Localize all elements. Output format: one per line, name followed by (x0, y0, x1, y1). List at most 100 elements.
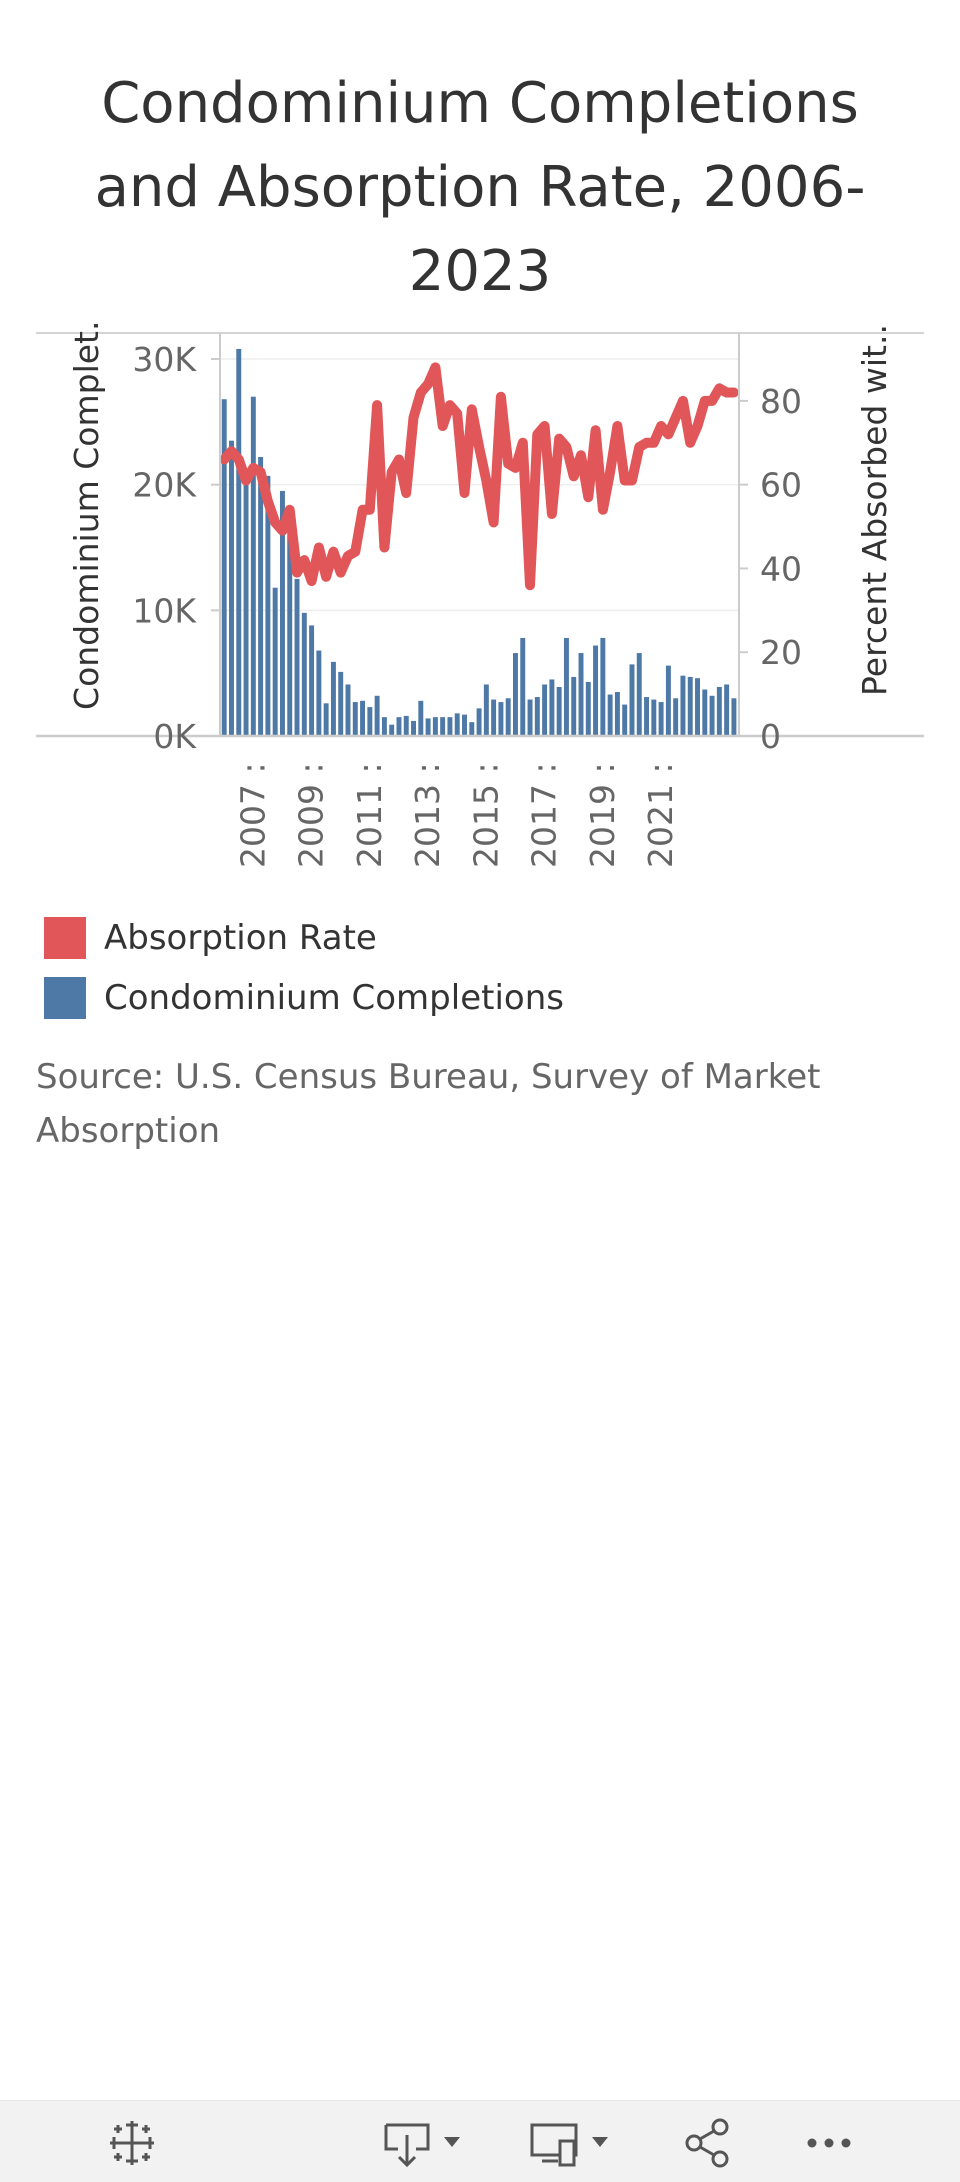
completion-bar (462, 714, 467, 736)
source-note: Source: U.S. Census Bureau, Survey of Ma… (36, 1057, 821, 1151)
completion-bar (345, 684, 351, 736)
chart-svg: 0K 10K 20K 30K 0 20 40 60 80 2007 : 2009 : 2011 :… (36, 320, 924, 868)
left-tick-label: 30K (132, 340, 197, 379)
completion-bar (323, 703, 329, 736)
completion-bar (381, 717, 387, 736)
completion-bar (374, 695, 380, 736)
download-icon[interactable] (380, 2115, 470, 2171)
completion-bar (279, 490, 285, 736)
completion-bar (272, 587, 278, 736)
completion-bar (403, 715, 409, 736)
right-axis-label: Percent Absorbed wit.. (855, 324, 894, 696)
chart-frame (36, 332, 924, 738)
right-tick-label: 60 (760, 466, 802, 505)
completion-bar (571, 676, 577, 736)
completion-bar (563, 637, 569, 736)
x-tick-label: 2019 : (583, 762, 622, 868)
left-tick-label: 20K (132, 466, 197, 505)
completion-bar (229, 440, 234, 736)
completion-bar (665, 665, 671, 736)
completion-bar (724, 684, 730, 736)
completion-bar (258, 457, 264, 736)
completion-bar (265, 475, 271, 736)
completion-bar (301, 612, 307, 736)
x-tick-label: 2015 : (466, 762, 505, 868)
device-layout-icon[interactable] (528, 2115, 618, 2171)
chart-title: Condominium Completions and Absorption R… (94, 71, 866, 304)
legend-label: Condominium Completions (104, 978, 564, 1018)
completion-bar (644, 697, 650, 736)
completion-bar (352, 702, 358, 736)
left-axis-label: Condominium Complet.. (67, 320, 106, 710)
completion-bar (491, 699, 497, 736)
completion-bar (411, 720, 417, 736)
right-tick-label: 0 (760, 717, 781, 756)
completion-bar (702, 689, 708, 736)
completion-bar (389, 724, 395, 736)
left-axis-ticks: 0K 10K 20K 30K (132, 340, 220, 756)
completion-bar (338, 671, 344, 736)
completion-bar (549, 679, 555, 736)
completion-bar (680, 675, 686, 736)
completion-bar (476, 708, 482, 736)
completion-bar (221, 399, 227, 736)
completion-bar (542, 684, 548, 736)
bar-series (221, 348, 737, 736)
tableau-logo-icon[interactable] (104, 2115, 160, 2171)
bottom-toolbar (0, 2100, 960, 2182)
completion-bar (585, 681, 591, 736)
completion-bar (534, 697, 540, 736)
completion-bar (600, 637, 606, 736)
completion-bar (309, 625, 315, 736)
completion-bar (709, 695, 715, 736)
completion-bar (294, 578, 300, 736)
completion-bar (687, 676, 693, 736)
completion-bar (250, 396, 256, 736)
x-tick-label: 2011 : (350, 762, 389, 868)
completion-bar (447, 717, 453, 736)
absorption-rate-line (219, 362, 739, 591)
completion-bar (578, 653, 584, 736)
completion-bar (512, 653, 518, 736)
completion-bar (622, 704, 628, 736)
completion-bar (505, 698, 511, 736)
completion-bar (527, 699, 533, 736)
completion-bar (614, 692, 620, 736)
completion-bar (418, 700, 424, 736)
x-axis-ticks: 2007 : 2009 : 2011 : 2013 : 2015 : 2017 : 2019… (233, 762, 680, 868)
completion-bar (556, 686, 562, 736)
legend: Absorption Rate Condominium Completions (44, 908, 564, 1028)
share-icon[interactable] (680, 2115, 736, 2171)
completion-bar (483, 684, 489, 736)
completion-bar (367, 707, 373, 736)
left-tick-label: 0K (153, 717, 197, 756)
completion-bar (636, 653, 642, 736)
more-icon[interactable] (804, 2115, 854, 2171)
completion-bar (716, 686, 722, 736)
completion-bar (360, 700, 366, 736)
completion-bar (440, 717, 446, 736)
x-tick-label: 2009 : (292, 762, 331, 868)
completion-bar (607, 694, 613, 736)
legend-item-condominium-completions[interactable]: Condominium Completions (44, 968, 564, 1028)
completion-bar (236, 348, 242, 736)
gridlines (221, 358, 738, 612)
right-axis-ticks: 0 20 40 60 80 (739, 382, 802, 756)
x-tick-label: 2021 : (641, 762, 680, 868)
completion-bar (425, 718, 431, 736)
right-tick-label: 20 (760, 633, 802, 672)
completion-bar (330, 661, 336, 736)
left-tick-label: 10K (132, 591, 197, 630)
completion-bar (695, 678, 700, 736)
x-tick-label: 2013 : (408, 762, 447, 868)
completion-bar (454, 713, 460, 736)
completion-bar (520, 637, 526, 736)
x-tick-label: 2007 : (233, 762, 272, 868)
completion-bar (731, 698, 737, 736)
legend-item-absorption-rate[interactable]: Absorption Rate (44, 908, 564, 968)
completion-bar (673, 698, 679, 736)
x-tick-label: 2017 : (525, 762, 564, 868)
legend-label: Absorption Rate (104, 918, 377, 958)
completion-bar (658, 702, 664, 736)
completion-bar (498, 702, 504, 736)
